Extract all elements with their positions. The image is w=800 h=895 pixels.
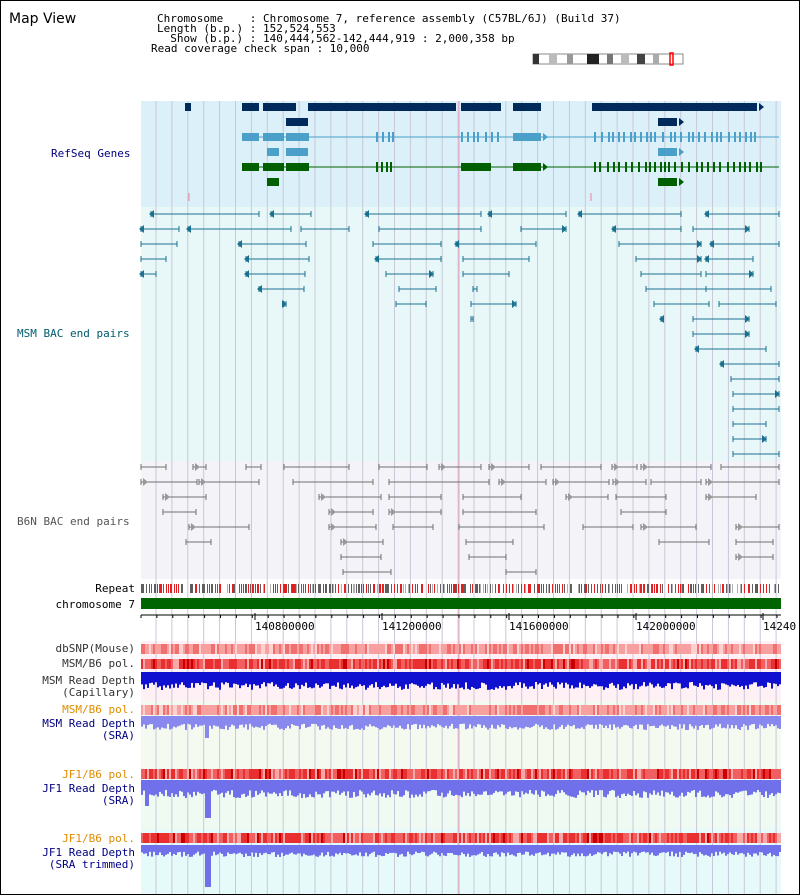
gene-exon[interactable] xyxy=(263,163,284,171)
repeat-track[interactable] xyxy=(141,584,779,593)
gene-exon[interactable] xyxy=(513,103,541,111)
dbsnp-label: dbSNP(Mouse) xyxy=(55,642,135,655)
position-axis xyxy=(140,613,781,620)
gene-exon[interactable] xyxy=(286,118,308,126)
msm-depth-capillary-sub: (Capillary) xyxy=(62,686,135,699)
jf1-depth-sra-label: JF1 Read Depth xyxy=(42,782,135,795)
gene-exon[interactable] xyxy=(308,103,456,111)
variation-tracks[interactable] xyxy=(141,644,781,887)
coverage-span-info: Read coverage check span : 10,000 xyxy=(151,42,370,55)
gene-exon[interactable] xyxy=(185,103,191,111)
chromosome-ideogram[interactable] xyxy=(532,52,684,66)
axis-tick-label: 142000000 xyxy=(636,620,696,633)
msm-bac-label: MSM BAC end pairs xyxy=(17,327,130,340)
gene-exon[interactable] xyxy=(513,163,541,171)
gene-exon[interactable] xyxy=(242,103,259,111)
gene-exon[interactable] xyxy=(267,178,279,186)
msm-depth-sra-sub: (SRA) xyxy=(101,729,135,742)
show-range-info: Show (b.p.) : 140,444,562-142,444,919 : … xyxy=(157,32,515,45)
jf1-depth-trim-sub: (SRA trimmed) xyxy=(48,858,135,871)
chromosome-bar[interactable] xyxy=(141,598,781,609)
msm-b6-pol-sra-label: MSM/B6 pol. xyxy=(62,703,135,716)
gene-exon[interactable] xyxy=(286,133,309,141)
gene-exon[interactable] xyxy=(242,133,259,141)
gene-exon[interactable] xyxy=(242,163,259,171)
b6n-bac-track[interactable] xyxy=(140,463,780,575)
chromosome-label: chromosome 7 xyxy=(55,598,135,611)
jf1-b6-pol-label: JF1/B6 pol. xyxy=(62,768,135,781)
gene-exon[interactable] xyxy=(658,178,677,186)
jf1-depth-trim-label: JF1 Read Depth xyxy=(42,846,135,859)
msm-depth-capillary-label: MSM Read Depth xyxy=(42,674,135,687)
axis-tick-label: 140800000 xyxy=(255,620,315,633)
msm-depth-sra-label: MSM Read Depth xyxy=(42,717,135,730)
gene-exon[interactable] xyxy=(263,103,296,111)
page-title: Map View xyxy=(9,11,77,27)
b6n-bac-label: B6N BAC end pairs xyxy=(17,515,130,528)
gene-exon[interactable] xyxy=(461,103,501,111)
axis-tick-label: 141600000 xyxy=(509,620,569,633)
gene-exon[interactable] xyxy=(263,133,284,141)
jf1-depth-sra-sub: (SRA) xyxy=(101,794,135,807)
repeat-label: Repeat xyxy=(95,582,135,595)
jf1-b6-pol-trim-label: JF1/B6 pol. xyxy=(62,832,135,845)
gene-exon[interactable] xyxy=(286,163,309,171)
msm-b6-pol-label: MSM/B6 pol. xyxy=(62,657,135,670)
axis-tick-label: 14240 xyxy=(763,620,797,633)
gene-exon[interactable] xyxy=(592,103,757,111)
ideogram-position-marker xyxy=(669,52,674,66)
refseq-label: RefSeq Genes xyxy=(51,147,131,160)
gene-exon[interactable] xyxy=(658,118,677,126)
refseq-genes-track[interactable] xyxy=(185,103,779,201)
axis-tick-label: 141200000 xyxy=(382,620,442,633)
gene-exon[interactable] xyxy=(513,133,541,141)
gene-exon[interactable] xyxy=(658,148,677,156)
length-info: Length (b.p.) : 152,524,553 xyxy=(157,22,336,35)
gene-exon[interactable] xyxy=(461,163,491,171)
msm-bac-track[interactable] xyxy=(139,210,780,457)
gene-exon[interactable] xyxy=(286,148,308,156)
chromosome-info: Chromosome : Chromosome 7, reference ass… xyxy=(157,12,621,25)
gene-exon[interactable] xyxy=(267,148,279,156)
